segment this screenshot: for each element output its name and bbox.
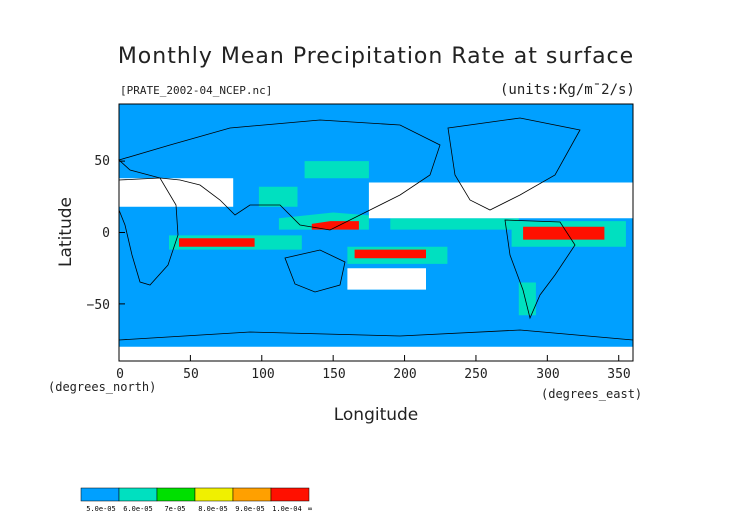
precip-region xyxy=(354,249,426,259)
coastline-south-america xyxy=(504,219,576,320)
colorbar-swatch xyxy=(270,487,310,502)
y-tick-label: 0 xyxy=(102,226,110,241)
precip-region xyxy=(258,186,298,207)
x-tick-label: 0 xyxy=(116,367,124,382)
colorbar-label: ∞ xyxy=(307,505,313,513)
chart-title: Monthly Mean Precipitation Rate at surfa… xyxy=(117,44,635,69)
colorbar-label: 6.0e-05 xyxy=(123,505,153,513)
x-tick-label: 50 xyxy=(183,367,199,382)
units-label: (units:Kg/m¯2/s) xyxy=(500,82,635,98)
colorbar xyxy=(80,487,310,502)
x-axis-label: Longitude xyxy=(333,405,419,425)
colorbar-swatch xyxy=(156,487,196,502)
y-tick-label: 50 xyxy=(94,154,110,169)
y-unit-note: (degrees_north) xyxy=(48,380,157,394)
precip-region xyxy=(304,161,369,179)
coastline-eurasia xyxy=(118,119,441,231)
x-tick-label: 250 xyxy=(464,367,488,382)
colorbar-label: 1.0e-04 xyxy=(272,505,302,513)
x-unit-note: (degrees_east) xyxy=(541,387,643,401)
colorbar-label: 9.0e-05 xyxy=(235,505,265,513)
colorbar-swatch xyxy=(232,487,272,502)
precip-region xyxy=(368,182,633,219)
precip-region xyxy=(119,178,234,207)
y-tick-label: −50 xyxy=(86,298,110,313)
colorbar-label: 8.0e-05 xyxy=(198,505,228,513)
x-tick-label: 100 xyxy=(251,367,275,382)
precip-region xyxy=(390,218,519,230)
precip-region xyxy=(119,346,633,361)
x-tick-label: 300 xyxy=(536,367,560,382)
precip-region xyxy=(523,226,605,240)
colorbar-label: 5.0e-05 xyxy=(86,505,116,513)
coastline-north-america xyxy=(447,117,581,211)
colorbar-swatch xyxy=(80,487,120,502)
colorbar-label: 7e-05 xyxy=(164,505,186,513)
coastline-antarctica xyxy=(118,329,634,341)
precip-region xyxy=(347,268,426,290)
colorbar-swatch xyxy=(118,487,158,502)
x-tick-label: 150 xyxy=(322,367,346,382)
precip-region xyxy=(311,221,359,230)
x-tick-label: 200 xyxy=(393,367,417,382)
x-tick-label: 350 xyxy=(607,367,631,382)
axis-ticks xyxy=(118,160,620,361)
dataset-filename: [PRATE_2002-04_NCEP.nc] xyxy=(120,84,273,97)
coastlines xyxy=(118,117,634,341)
coastline-africa xyxy=(118,177,179,286)
coastline-australia xyxy=(284,249,346,293)
precipitation-regions xyxy=(119,161,633,361)
colorbar-swatch xyxy=(194,487,234,502)
precip-region xyxy=(179,238,255,247)
